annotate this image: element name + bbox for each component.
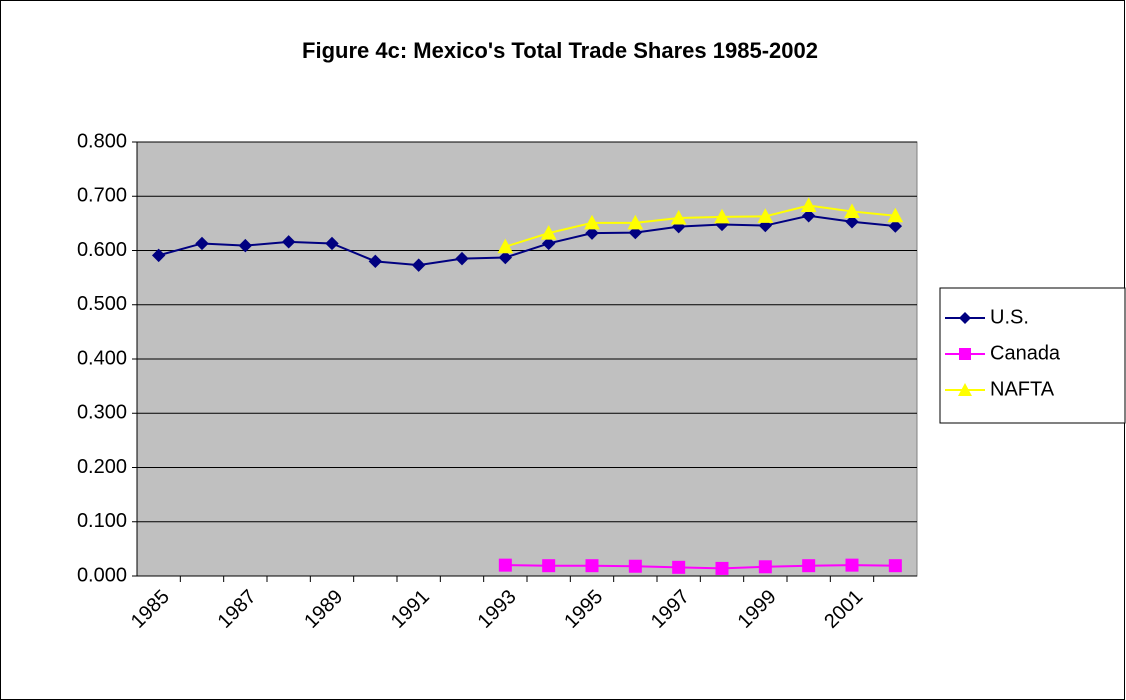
marker [540, 225, 557, 240]
marker [151, 248, 166, 263]
marker [541, 236, 556, 251]
marker [888, 219, 903, 233]
series-line [505, 204, 896, 248]
marker [844, 203, 860, 218]
marker [627, 214, 644, 230]
marker [542, 559, 556, 573]
marker [670, 209, 687, 225]
marker [325, 236, 339, 251]
legend-label: NAFTA [990, 378, 1055, 400]
marker [757, 208, 774, 223]
legend-label: U.S. [990, 306, 1029, 328]
marker [628, 559, 642, 573]
series-line [505, 564, 896, 570]
marker [887, 207, 904, 223]
marker [498, 250, 513, 265]
legend-marker [959, 348, 971, 360]
y-tick-label: 0.000 [77, 564, 127, 586]
marker [238, 238, 253, 253]
marker [888, 559, 902, 573]
y-tick-label: 0.500 [77, 293, 127, 315]
marker [584, 214, 600, 230]
marker [281, 235, 296, 249]
marker [585, 226, 599, 240]
marker [715, 561, 729, 575]
y-tick-label: 0.600 [77, 239, 127, 261]
marker [498, 558, 512, 572]
chart-title: Figure 4c: Mexico's Total Trade Shares 1… [302, 38, 818, 63]
legend-marker [958, 383, 972, 396]
marker [801, 209, 816, 223]
y-tick-label: 0.200 [77, 456, 127, 478]
marker [628, 225, 643, 240]
y-tick-label: 0.100 [77, 510, 127, 532]
marker [455, 251, 469, 266]
legend-label: Canada [990, 342, 1061, 364]
marker [800, 197, 817, 212]
marker [368, 254, 383, 269]
marker [585, 559, 599, 573]
marker [802, 559, 816, 573]
y-tick-label: 0.400 [77, 347, 127, 369]
marker [845, 215, 859, 229]
legend-marker [959, 312, 971, 324]
marker [758, 560, 772, 574]
marker [195, 236, 209, 251]
y-tick-label: 0.300 [77, 402, 127, 424]
y-tick-label: 0.700 [77, 185, 127, 207]
marker [714, 208, 730, 224]
marker [411, 258, 426, 272]
marker [497, 238, 514, 254]
series-line [158, 214, 896, 267]
marker [672, 560, 686, 574]
y-tick-label: 0.800 [77, 130, 127, 152]
marker [845, 558, 859, 572]
